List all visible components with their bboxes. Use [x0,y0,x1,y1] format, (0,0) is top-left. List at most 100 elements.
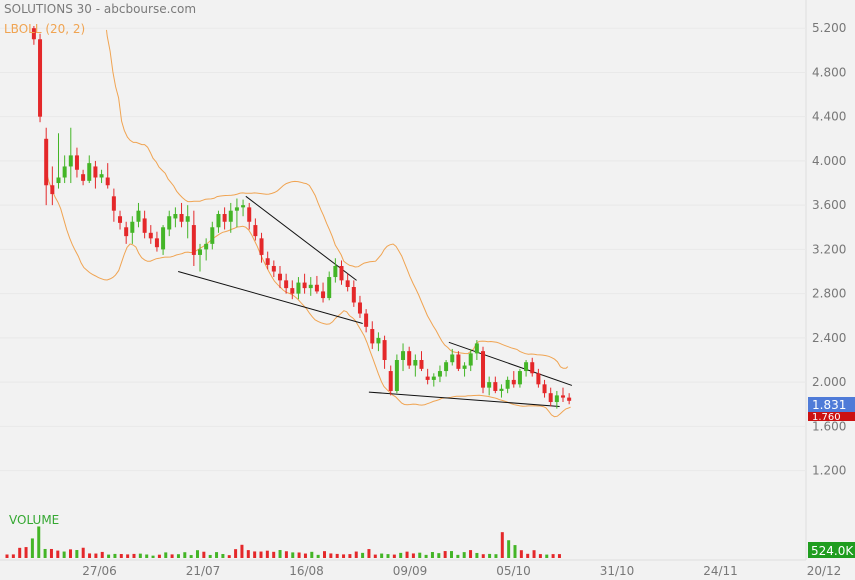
trendlines [178,195,573,407]
volume-bar [88,553,92,558]
volume-bar [494,554,498,558]
volume-bar [284,551,288,558]
price-tick-label: 1.600 [812,419,846,433]
volume-bar [278,550,282,558]
candle-body [111,196,116,211]
volume-bar [481,554,485,558]
candle-body [99,174,104,178]
candle-body [68,155,73,167]
volume-bar [132,553,136,558]
candle-body [124,227,129,237]
candle-body [130,221,135,233]
candle-body [308,284,313,289]
candle-body [74,155,79,170]
candle-body [198,249,203,255]
candle-body [401,351,406,360]
price-tick-label: 1.200 [812,464,846,478]
volume-bar [526,553,530,558]
volume-bar [399,552,403,558]
trendline [448,341,573,386]
volume-bar [234,549,238,558]
price-tick-label: 5.200 [812,21,846,35]
volume-label: VOLUME [9,513,59,527]
volume-bar [443,551,447,558]
volume-bar [202,551,206,558]
candle-body [38,39,43,117]
volume-bar [145,554,149,558]
volume-bar [30,538,34,558]
volume-bar [323,551,326,558]
candle-body [561,395,565,398]
volume-bar [208,554,212,558]
candle-body [265,258,270,265]
volume-bar [386,554,390,558]
candle-body [524,362,529,372]
candle-body [247,207,252,222]
candle-body [437,371,442,377]
bollinger-upper-band [106,29,569,369]
volume-bar [164,552,168,558]
volume-bar [126,554,130,558]
volume-bar [253,551,257,558]
volume-bar [176,554,180,558]
candle-body [31,28,36,40]
price-grid [0,27,806,472]
volume-bar [538,554,542,558]
volume-bar [545,554,549,558]
volume-bar [507,540,511,558]
volume-bar [405,551,409,558]
candle-body [499,388,504,391]
indicator-label: LBOLL (20, 2) [4,22,85,36]
volume-bar [81,547,85,558]
date-tick-label: 31/10 [600,564,635,578]
candle-body [136,210,141,222]
volume-bar [354,551,358,558]
volume-bar [170,554,174,558]
volume-bar [450,551,453,558]
price-tick-label: 3.200 [812,242,846,256]
candle-body [327,277,332,299]
date-tick-label: 16/08 [289,564,324,578]
volume-bar [557,554,561,558]
trendline [368,391,560,407]
candle-body [241,205,246,208]
candle-body [357,302,362,314]
candle-body [407,351,412,366]
last-volume-value: 524.0K [811,544,854,558]
candle-body [351,287,356,303]
candle-body [394,360,399,391]
price-tick-label: 2.000 [812,375,846,389]
volume-bar [532,550,536,558]
date-tick-label: 27/06 [82,564,117,578]
candle-body [210,227,215,244]
candle-body [474,343,479,354]
volume-bar [424,554,428,558]
price-tick-label: 4.800 [812,65,846,79]
volume-bar [227,555,231,558]
bollinger-bands [45,29,571,418]
candle-body [364,313,369,327]
candle-body [456,354,461,369]
last-price-value: 1.831 [812,398,846,412]
candle-body [419,360,424,369]
candle-body [167,216,172,230]
volume-bar [380,553,384,558]
trendline [178,271,363,324]
candle-body [431,376,436,380]
volume-bar [62,551,66,558]
volume-bar [11,554,15,558]
volume-bar [43,548,47,558]
volume-bar [56,550,60,558]
volume-bar [75,550,79,558]
date-tick-label: 05/10 [496,564,531,578]
date-axis: 27/06 21/07 16/08 09/09 05/10 31/10 24/11 20/12… [82,564,841,578]
low-price-badge [808,412,855,421]
candle-body [234,207,239,211]
volume-bar [513,545,517,558]
candle-body [259,238,264,255]
candle-body [567,397,572,401]
candle-body [81,174,86,181]
candle-body [62,166,67,178]
candle-body [333,265,338,278]
